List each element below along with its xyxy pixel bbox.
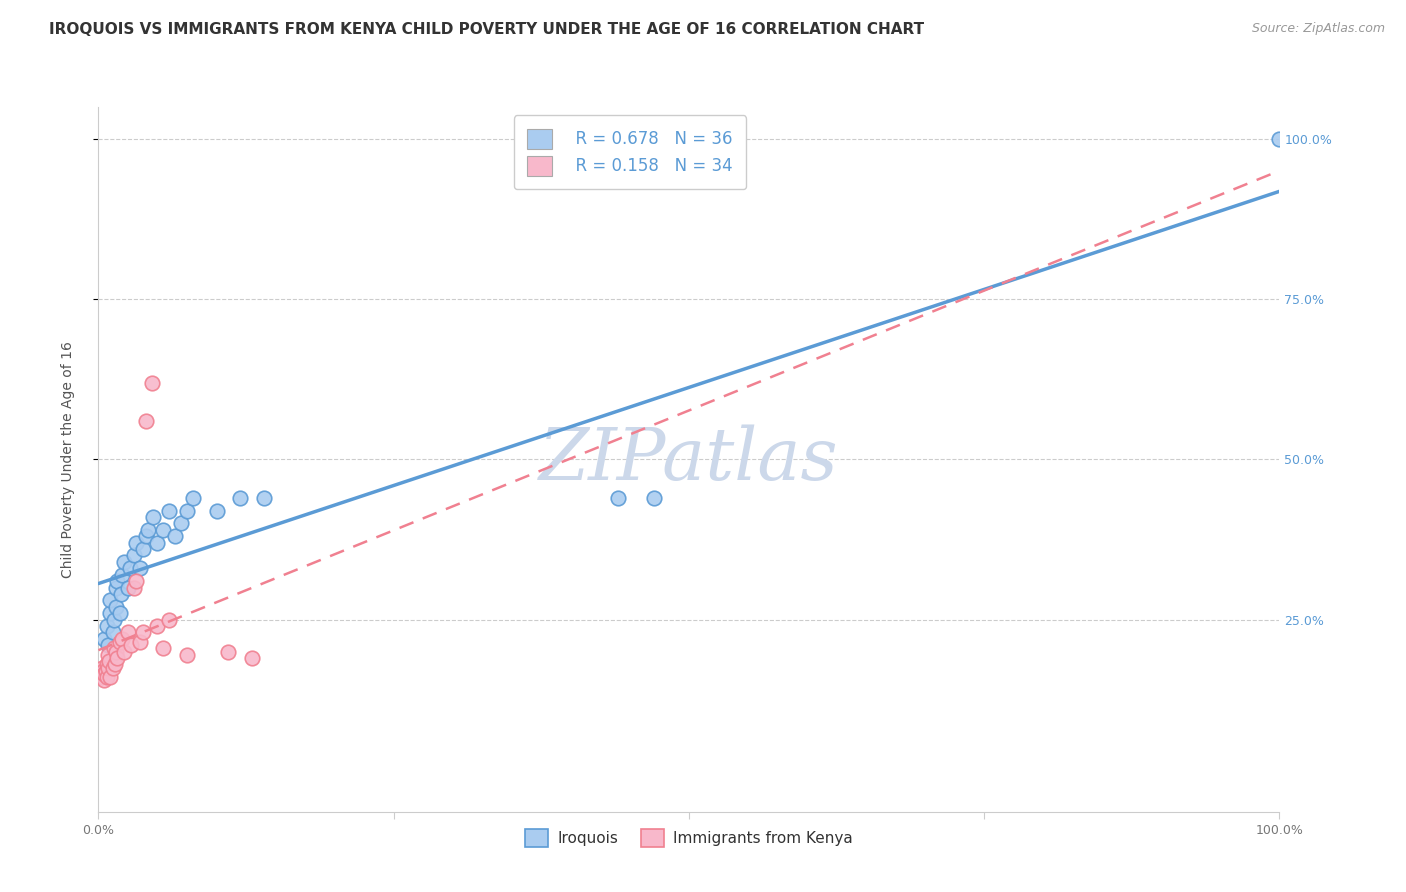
Point — [125, 574, 148, 588]
Point — [105, 651, 128, 665]
Point — [142, 510, 165, 524]
Point — [135, 529, 157, 543]
Point — [91, 664, 114, 678]
Point — [117, 581, 139, 595]
Point — [125, 535, 148, 549]
Point — [157, 503, 180, 517]
Point — [93, 667, 115, 681]
Point — [152, 523, 174, 537]
Point — [122, 549, 145, 563]
Point — [170, 516, 193, 531]
Point — [643, 491, 665, 505]
Point — [111, 567, 134, 582]
Point — [120, 561, 142, 575]
Point — [90, 670, 112, 684]
Point — [146, 619, 169, 633]
Legend: Iroquois, Immigrants from Kenya: Iroquois, Immigrants from Kenya — [519, 822, 859, 854]
Point — [135, 414, 157, 428]
Point — [141, 376, 163, 390]
Point — [98, 606, 121, 620]
Point — [136, 523, 159, 537]
Point — [93, 632, 115, 646]
Point — [205, 503, 228, 517]
Point — [122, 581, 145, 595]
Point — [96, 670, 118, 684]
Point — [217, 644, 239, 658]
Text: ZIPatlas: ZIPatlas — [538, 424, 839, 495]
Point — [253, 491, 276, 505]
Y-axis label: Child Poverty Under the Age of 16: Child Poverty Under the Age of 16 — [60, 341, 75, 578]
Point — [229, 491, 252, 505]
Point — [94, 664, 117, 678]
Point — [152, 641, 174, 656]
Text: IROQUOIS VS IMMIGRANTS FROM KENYA CHILD POVERTY UNDER THE AGE OF 16 CORRELATION : IROQUOIS VS IMMIGRANTS FROM KENYA CHILD … — [49, 22, 924, 37]
Point — [157, 613, 180, 627]
Point — [108, 606, 131, 620]
Point — [105, 574, 128, 588]
Point — [117, 625, 139, 640]
Point — [104, 657, 127, 672]
Point — [607, 491, 630, 505]
Point — [97, 660, 120, 674]
Point — [105, 581, 128, 595]
Point — [1268, 132, 1291, 146]
Point — [97, 638, 120, 652]
Point — [165, 529, 187, 543]
Point — [103, 613, 125, 627]
Point — [146, 535, 169, 549]
Point — [98, 654, 121, 668]
Point — [96, 619, 118, 633]
Point — [105, 599, 128, 614]
Point — [98, 593, 121, 607]
Point — [103, 641, 125, 656]
Point — [176, 648, 198, 662]
Point — [105, 644, 128, 658]
Text: Source: ZipAtlas.com: Source: ZipAtlas.com — [1251, 22, 1385, 36]
Point — [112, 555, 135, 569]
Point — [98, 670, 121, 684]
Point — [176, 503, 198, 517]
Point — [132, 625, 155, 640]
Point — [240, 651, 263, 665]
Point — [101, 625, 124, 640]
Point — [91, 660, 114, 674]
Point — [110, 587, 132, 601]
Point — [128, 561, 150, 575]
Point — [181, 491, 204, 505]
Point — [111, 632, 134, 646]
Point — [121, 638, 143, 652]
Point — [128, 635, 150, 649]
Point — [97, 648, 120, 662]
Point — [96, 657, 118, 672]
Point — [112, 644, 135, 658]
Point — [93, 673, 115, 688]
Point — [101, 660, 124, 674]
Point — [108, 635, 131, 649]
Point — [132, 542, 155, 557]
